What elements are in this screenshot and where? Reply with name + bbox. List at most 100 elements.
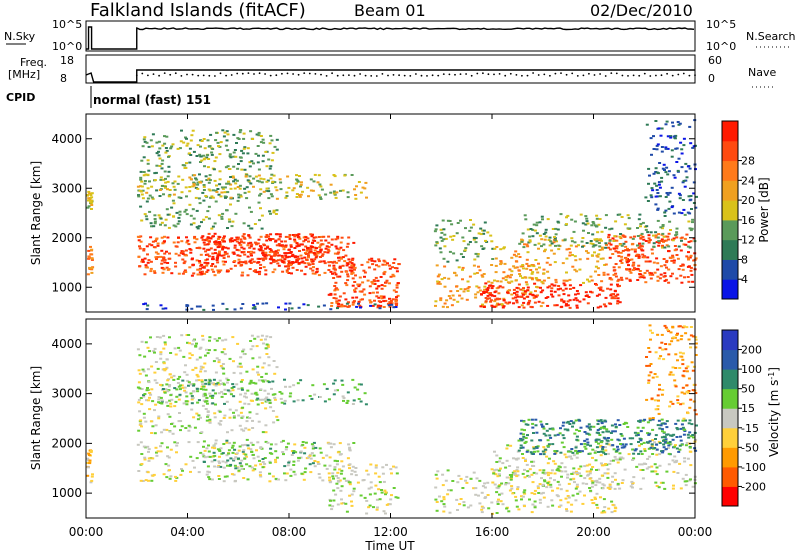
range-cell	[395, 296, 398, 299]
range-cell	[244, 260, 248, 263]
range-cell	[245, 420, 249, 423]
range-cell	[574, 259, 578, 262]
range-cell	[319, 249, 323, 252]
x-tick-label: 00:00	[69, 525, 104, 539]
range-cell	[196, 144, 200, 147]
range-cell	[583, 445, 587, 448]
range-cell	[581, 237, 585, 239]
range-cell	[690, 423, 694, 426]
nave-dot	[549, 74, 551, 77]
range-cell	[151, 425, 155, 428]
range-cell	[202, 445, 205, 448]
range-cell	[148, 180, 151, 183]
range-cell	[494, 257, 498, 260]
range-cell	[198, 305, 202, 308]
range-cell	[306, 237, 310, 240]
range-cell	[606, 452, 610, 455]
range-cell	[667, 250, 670, 253]
range-cell	[318, 476, 322, 479]
range-cell	[550, 293, 553, 296]
range-cell	[395, 286, 399, 289]
range-cell	[522, 306, 526, 309]
range-cell	[309, 245, 313, 248]
range-cell	[146, 173, 150, 176]
range-cell	[251, 443, 255, 446]
range-cell	[167, 456, 171, 459]
range-cell	[150, 479, 154, 482]
range-cell	[496, 475, 500, 478]
range-cell	[277, 238, 281, 241]
range-cell	[646, 441, 650, 444]
range-cell	[345, 402, 349, 404]
nave-dot	[258, 72, 261, 75]
range-cell	[604, 449, 608, 452]
range-cell	[546, 439, 550, 442]
range-cell	[214, 189, 218, 192]
range-cell	[180, 468, 183, 470]
range-cell	[637, 452, 641, 455]
range-cell	[667, 447, 670, 449]
range-cell	[391, 266, 394, 269]
range-cell	[563, 428, 567, 431]
range-cell	[475, 285, 479, 288]
range-cell	[667, 170, 671, 173]
range-cell	[683, 237, 687, 240]
range-cell	[281, 439, 285, 442]
range-cell	[241, 406, 245, 409]
range-cell	[575, 435, 579, 438]
range-cell	[340, 460, 344, 463]
range-cell	[514, 279, 518, 282]
range-cell	[313, 393, 317, 396]
range-cell	[667, 268, 671, 271]
range-cell	[164, 177, 167, 180]
range-cell	[662, 431, 666, 434]
range-cell	[635, 253, 639, 256]
range-cell	[480, 491, 484, 494]
range-cell	[167, 155, 170, 158]
range-cell	[681, 402, 685, 405]
range-cell	[334, 196, 338, 199]
range-cell	[208, 189, 212, 192]
range-cell	[525, 283, 529, 286]
range-cell	[608, 485, 612, 488]
range-cell	[504, 466, 508, 469]
range-cell	[666, 235, 670, 238]
range-cell	[210, 268, 214, 271]
range-cell	[271, 180, 275, 183]
range-cell	[253, 223, 257, 225]
range-cell	[200, 379, 204, 382]
range-cell	[638, 463, 641, 466]
range-cell	[86, 462, 89, 464]
range-cell	[602, 427, 606, 430]
range-cell	[247, 403, 251, 406]
range-cell	[684, 484, 688, 487]
range-cell	[255, 398, 259, 401]
range-cell	[227, 218, 231, 221]
range-cell	[326, 248, 330, 251]
range-cell	[205, 271, 209, 273]
range-cell	[663, 211, 667, 214]
range-cell	[585, 438, 589, 441]
range-cell	[481, 485, 485, 488]
range-cell	[584, 447, 588, 450]
range-cell	[584, 295, 588, 297]
range-cell	[372, 279, 376, 282]
range-cell	[655, 184, 659, 187]
range-cell	[209, 247, 213, 250]
range-cell	[559, 287, 562, 290]
range-cell	[520, 498, 523, 501]
range-cell	[163, 341, 167, 344]
range-cell	[614, 275, 618, 278]
range-cell	[648, 324, 652, 327]
range-cell	[232, 251, 236, 254]
range-cell	[653, 441, 657, 444]
range-cell	[170, 376, 174, 379]
range-cell	[177, 385, 181, 388]
range-cell	[293, 238, 297, 241]
range-cell	[277, 264, 281, 267]
range-cell	[295, 245, 299, 248]
range-cell	[241, 152, 245, 155]
range-cell	[202, 185, 206, 188]
range-cell	[655, 443, 659, 446]
range-cell	[173, 441, 177, 444]
